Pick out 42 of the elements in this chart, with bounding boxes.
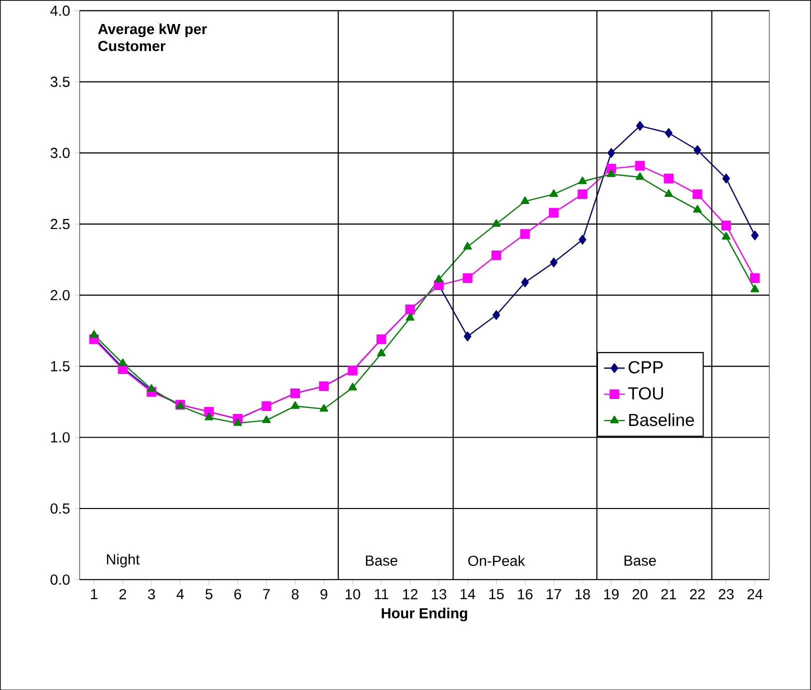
y-tick-label: 0.0 xyxy=(50,574,70,585)
legend-label: TOU xyxy=(628,387,663,400)
x-tick-label: 13 xyxy=(432,588,446,600)
annotation: On-Peak xyxy=(468,555,526,566)
y-tick-label: 2.5 xyxy=(50,218,70,230)
x-tick-label: 17 xyxy=(546,588,562,599)
y-tick-label: 1.5 xyxy=(51,361,70,372)
x-tick-label: 14 xyxy=(460,588,476,599)
x-tick-label: 6 xyxy=(234,588,242,600)
x-tick-label: 7 xyxy=(263,588,270,599)
x-tick-label: 4 xyxy=(176,588,184,599)
x-tick-label: 3 xyxy=(148,588,155,600)
x-tick-label: 15 xyxy=(489,588,504,600)
x-tick-label: 20 xyxy=(632,588,648,600)
x-axis-title: Hour Ending xyxy=(382,608,468,622)
x-tick-label: 19 xyxy=(604,588,619,600)
x-tick-label: 22 xyxy=(690,588,705,600)
x-tick-label: 16 xyxy=(518,588,532,600)
x-tick-label: 12 xyxy=(403,588,418,600)
y-tick-label: 3.0 xyxy=(50,148,70,158)
x-tick-label: 5 xyxy=(206,588,212,600)
annotation: Base xyxy=(366,555,398,566)
annotation: Night xyxy=(106,554,140,568)
y-tick-label: 0.5 xyxy=(50,503,70,514)
x-tick-label: 21 xyxy=(661,588,676,600)
x-tick-label: 11 xyxy=(374,588,388,599)
x-tick-label: 2 xyxy=(119,588,126,600)
y-axis-title: Average kW per Customer xyxy=(98,23,207,51)
x-tick-label: 10 xyxy=(346,588,360,600)
annotation: Base xyxy=(624,555,656,566)
y-tick-label: 1.0 xyxy=(51,432,70,442)
x-tick-label: 18 xyxy=(576,588,590,600)
y-tick-label: 4.0 xyxy=(50,5,70,16)
y-tick-label: 2.0 xyxy=(50,290,70,300)
x-tick-label: 9 xyxy=(320,588,328,600)
legend-label: CPP xyxy=(628,360,663,374)
legend-label: Baseline xyxy=(629,413,694,426)
y-tick-label: 3.5 xyxy=(50,76,70,87)
x-tick-label: 23 xyxy=(718,588,734,600)
x-tick-label: 24 xyxy=(748,588,763,600)
x-tick-label: 1 xyxy=(91,588,98,599)
x-tick-label: 8 xyxy=(292,588,299,600)
